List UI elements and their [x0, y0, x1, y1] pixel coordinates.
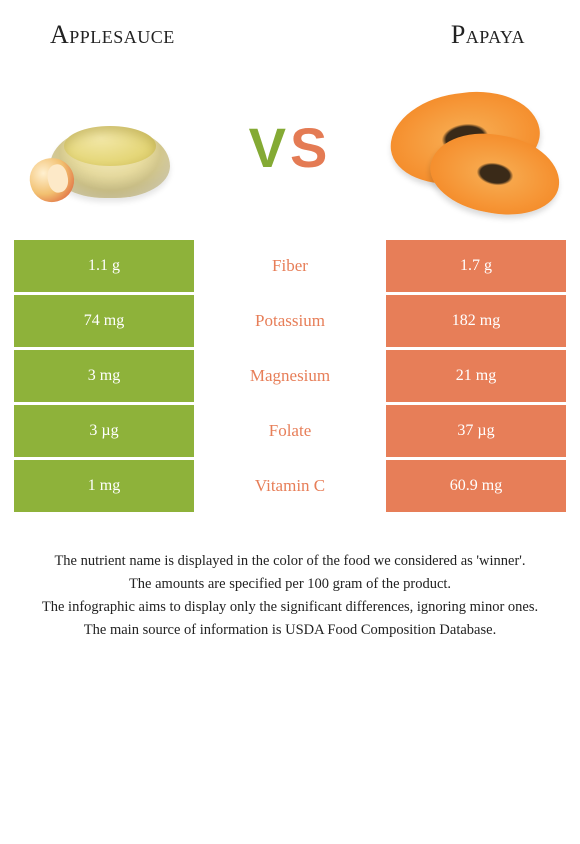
vs-v: V — [249, 115, 290, 180]
nutrient-label: Vitamin C — [194, 460, 386, 512]
table-row: 3 mgMagnesium21 mg — [14, 350, 566, 402]
nutrient-label: Potassium — [194, 295, 386, 347]
nutrient-label: Fiber — [194, 240, 386, 292]
footnote-line: The main source of information is USDA F… — [18, 620, 562, 641]
table-row: 3 µgFolate37 µg — [14, 405, 566, 457]
nutrient-label: Folate — [194, 405, 386, 457]
table-row: 1 mgVitamin C60.9 mg — [14, 460, 566, 512]
footnote-line: The nutrient name is displayed in the co… — [18, 551, 562, 572]
nutrient-table: 1.1 gFiber1.7 g74 mgPotassium182 mg3 mgM… — [0, 240, 580, 512]
right-value-cell: 60.9 mg — [386, 460, 566, 512]
table-row: 1.1 gFiber1.7 g — [14, 240, 566, 292]
applesauce-icon — [30, 88, 190, 208]
vs-s: S — [290, 115, 331, 180]
footnote-line: The infographic aims to display only the… — [18, 597, 562, 618]
left-food-title: Applesauce — [50, 20, 175, 50]
left-value-cell: 3 mg — [14, 350, 194, 402]
table-row: 74 mgPotassium182 mg — [14, 295, 566, 347]
vs-label: VS — [249, 115, 332, 180]
left-value-cell: 3 µg — [14, 405, 194, 457]
right-food-title: Papaya — [451, 20, 525, 50]
left-value-cell: 1.1 g — [14, 240, 194, 292]
footnotes: The nutrient name is displayed in the co… — [0, 515, 580, 641]
header-row: Applesauce Papaya — [0, 0, 580, 60]
footnote-line: The amounts are specified per 100 gram o… — [18, 574, 562, 595]
left-food-image — [20, 78, 200, 218]
nutrient-label: Magnesium — [194, 350, 386, 402]
right-value-cell: 37 µg — [386, 405, 566, 457]
right-value-cell: 1.7 g — [386, 240, 566, 292]
right-food-image — [380, 78, 560, 218]
papaya-icon — [380, 83, 560, 213]
left-value-cell: 74 mg — [14, 295, 194, 347]
right-value-cell: 182 mg — [386, 295, 566, 347]
right-value-cell: 21 mg — [386, 350, 566, 402]
left-value-cell: 1 mg — [14, 460, 194, 512]
images-row: VS — [0, 60, 580, 240]
